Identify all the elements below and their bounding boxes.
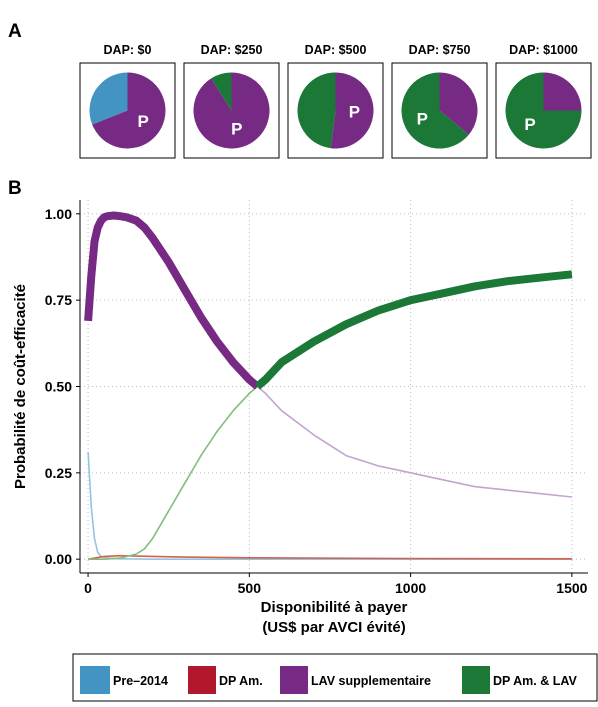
x-axis-subtitle: (US$ par AVCI évité) (262, 619, 405, 636)
panel-b-line-chart: 0.00 0.25 0.50 0.75 1.00 0 500 1000 1500 Disponib… (12, 200, 588, 636)
pie-title: DAP: $1000 (509, 43, 578, 57)
pie-title: DAP: $250 (201, 43, 263, 57)
x-tick-label: 0 (84, 580, 92, 596)
x-axis-title: Disponibilité à payer (261, 599, 408, 616)
series-line-lav_supp (87, 214, 572, 498)
pie-marker: P (349, 103, 360, 122)
legend-label: DP Am. (219, 674, 263, 688)
pie-slice (401, 72, 469, 149)
frontier-line-dp_am_lav (254, 270, 573, 390)
pie-slice (297, 72, 336, 149)
panel-label-b: B (8, 178, 22, 199)
y-tick-label: 0.25 (45, 465, 72, 481)
panel-a-pies: DAP: $0 P DAP: $250 P DAP: $500 P DAP: $750 P DA… (79, 43, 592, 159)
x-tick-label: 1500 (556, 580, 587, 596)
legend-label: Pre–2014 (113, 674, 168, 688)
y-tick-label: 0.75 (45, 292, 72, 308)
legend-label: DP Am. & LAV (493, 674, 577, 688)
legend-swatch-lav_supp (280, 666, 308, 694)
series-line-pre2014 (87, 452, 572, 561)
pie-title: DAP: $500 (305, 43, 367, 57)
series-line-dp_am_lav (88, 273, 572, 561)
x-tick-label: 1000 (395, 580, 426, 596)
pie-marker: P (417, 110, 428, 129)
y-tick-label: 0.50 (45, 379, 72, 395)
pie-slice (543, 72, 582, 111)
y-axis-title: Probabilité de coût-efficacité (12, 284, 29, 489)
pie-slice (439, 72, 478, 135)
pie-slice (89, 72, 128, 125)
legend-swatch-dp_am (188, 666, 216, 694)
pie-marker: P (138, 112, 149, 131)
legend-swatch-dp_am_lav (462, 666, 490, 694)
pie-marker: P (231, 120, 242, 139)
y-tick-label: 1.00 (45, 206, 72, 222)
pie-slice (211, 72, 232, 111)
series-line-dp_am (87, 554, 572, 560)
pie-title: DAP: $0 (104, 43, 152, 57)
pie-slice (92, 72, 166, 149)
legend-swatch-pre2014 (80, 666, 110, 694)
pie-marker: P (524, 115, 535, 134)
pie-slice (505, 72, 582, 149)
panel-label-a: A (8, 21, 22, 42)
legend: Pre–2014 DP Am. LAV supplementaire DP Am. &… (72, 653, 598, 702)
pie-slice (330, 72, 374, 149)
y-tick-label: 0.00 (45, 551, 72, 567)
frontier-line-lav_supp (84, 211, 260, 390)
pie-slice (193, 72, 270, 149)
legend-label: LAV supplementaire (311, 674, 431, 688)
legend-box (72, 653, 598, 702)
x-tick-label: 500 (238, 580, 262, 596)
pie-title: DAP: $750 (409, 43, 471, 57)
